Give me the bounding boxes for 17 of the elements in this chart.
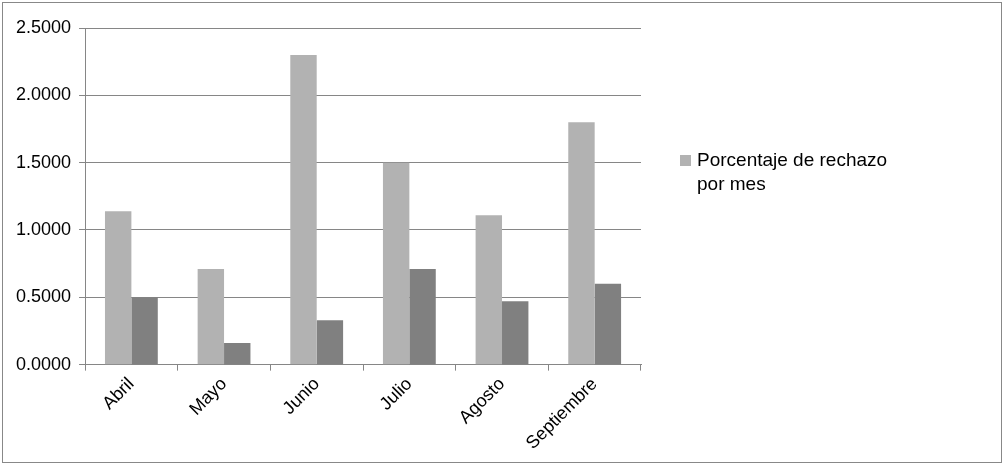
y-tick-label: 0.0000 — [15, 353, 72, 374]
bar — [290, 54, 317, 365]
y-tick-label: 1.5000 — [15, 151, 72, 172]
bar — [502, 301, 529, 365]
y-tick-label: 1.0000 — [15, 218, 72, 239]
bar — [316, 320, 344, 365]
bar — [568, 122, 595, 365]
bar — [197, 269, 225, 365]
bar — [104, 211, 132, 365]
legend-label: Porcentaje de rechazo por mes — [697, 148, 889, 196]
bar — [475, 215, 503, 365]
x-tick-label: Julio — [375, 373, 416, 414]
bar — [224, 343, 251, 365]
y-tick-label: 2.0000 — [15, 84, 72, 105]
y-tick-label: 2.5000 — [15, 16, 72, 37]
bar — [382, 162, 410, 365]
y-tick-label: 0.5000 — [15, 286, 72, 307]
